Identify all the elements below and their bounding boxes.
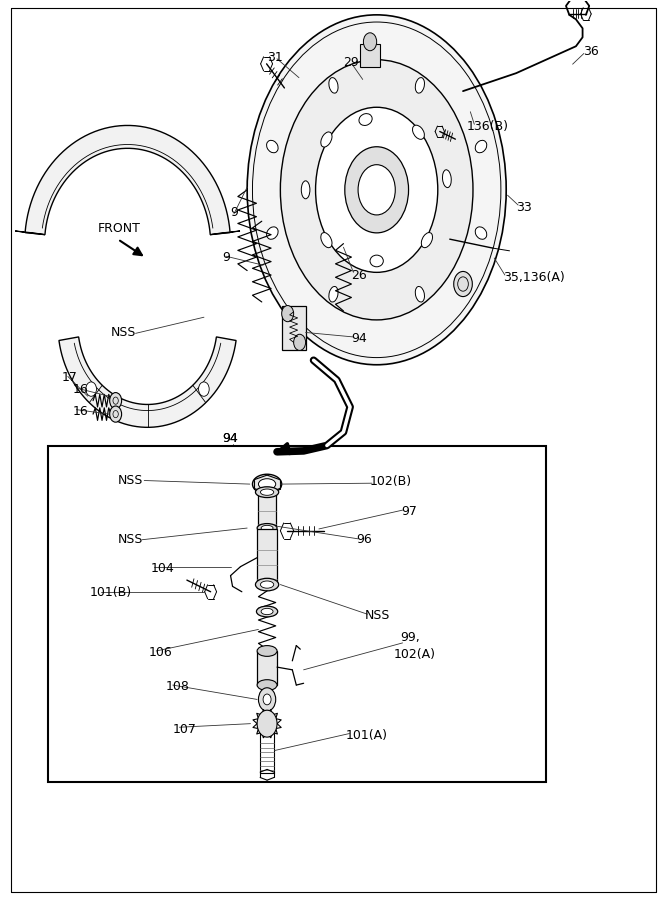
Ellipse shape xyxy=(255,579,279,591)
Ellipse shape xyxy=(321,232,332,248)
Ellipse shape xyxy=(255,487,279,498)
Ellipse shape xyxy=(267,227,278,239)
Ellipse shape xyxy=(412,125,424,140)
Circle shape xyxy=(86,382,97,396)
Ellipse shape xyxy=(257,680,277,690)
Text: 97: 97 xyxy=(402,505,417,518)
Circle shape xyxy=(364,32,377,50)
Ellipse shape xyxy=(329,77,338,94)
Polygon shape xyxy=(15,231,45,235)
Ellipse shape xyxy=(359,113,372,125)
Ellipse shape xyxy=(257,645,277,656)
Circle shape xyxy=(257,710,277,737)
Text: 36: 36 xyxy=(582,45,598,58)
Text: 99,: 99, xyxy=(400,631,420,644)
Circle shape xyxy=(345,147,409,233)
Circle shape xyxy=(199,382,209,396)
Polygon shape xyxy=(210,231,240,235)
Ellipse shape xyxy=(261,608,273,615)
Polygon shape xyxy=(59,337,236,428)
Circle shape xyxy=(281,305,293,321)
Ellipse shape xyxy=(256,606,277,616)
Ellipse shape xyxy=(267,140,278,153)
Ellipse shape xyxy=(475,140,487,153)
Text: 29: 29 xyxy=(344,56,360,69)
Ellipse shape xyxy=(475,227,487,239)
Bar xyxy=(257,492,276,526)
Text: 94: 94 xyxy=(223,432,238,445)
Text: 96: 96 xyxy=(357,533,372,546)
Ellipse shape xyxy=(301,181,310,199)
Ellipse shape xyxy=(416,286,424,302)
Circle shape xyxy=(280,59,473,320)
Ellipse shape xyxy=(258,479,275,490)
Text: 17: 17 xyxy=(62,371,78,383)
Text: 102(A): 102(A) xyxy=(394,648,436,662)
Text: 33: 33 xyxy=(516,202,532,214)
Bar xyxy=(281,306,305,349)
Ellipse shape xyxy=(329,286,338,302)
Text: 9: 9 xyxy=(223,251,231,265)
Text: NSS: NSS xyxy=(111,326,136,339)
Text: 107: 107 xyxy=(173,723,197,735)
Text: NSS: NSS xyxy=(365,609,390,623)
Text: NSS: NSS xyxy=(117,474,143,487)
Text: 136(B): 136(B) xyxy=(466,120,508,132)
Ellipse shape xyxy=(321,132,332,147)
Ellipse shape xyxy=(253,474,281,494)
Circle shape xyxy=(358,165,396,215)
Ellipse shape xyxy=(442,170,452,187)
Ellipse shape xyxy=(257,524,277,533)
Text: 94: 94 xyxy=(352,332,368,346)
Text: 94: 94 xyxy=(223,432,238,445)
Text: 16: 16 xyxy=(73,405,89,418)
Ellipse shape xyxy=(416,77,424,94)
Text: 31: 31 xyxy=(267,50,283,64)
Bar xyxy=(257,529,277,583)
Ellipse shape xyxy=(260,581,273,589)
Circle shape xyxy=(454,272,472,297)
Text: 108: 108 xyxy=(166,680,190,693)
Ellipse shape xyxy=(260,489,273,495)
Text: 101(A): 101(A) xyxy=(346,729,388,742)
Bar xyxy=(48,446,546,782)
Polygon shape xyxy=(25,125,230,235)
Text: 102(B): 102(B) xyxy=(370,475,412,488)
Circle shape xyxy=(258,688,275,711)
Text: NSS: NSS xyxy=(117,533,143,546)
Text: 104: 104 xyxy=(151,562,175,575)
Text: FRONT: FRONT xyxy=(97,222,141,235)
Text: 106: 106 xyxy=(149,646,173,660)
Circle shape xyxy=(263,694,271,705)
Circle shape xyxy=(315,107,438,273)
Bar xyxy=(257,651,277,685)
Bar xyxy=(360,44,380,67)
Circle shape xyxy=(109,406,121,422)
Text: 101(B): 101(B) xyxy=(90,586,132,599)
Text: 35,136(A): 35,136(A) xyxy=(503,271,565,284)
Ellipse shape xyxy=(261,526,273,531)
Circle shape xyxy=(247,14,506,364)
Ellipse shape xyxy=(422,232,432,248)
Text: 26: 26 xyxy=(352,268,368,282)
Text: 16: 16 xyxy=(73,383,89,396)
Circle shape xyxy=(109,392,121,409)
Circle shape xyxy=(293,334,305,350)
Ellipse shape xyxy=(370,255,384,266)
Text: 9: 9 xyxy=(231,206,238,219)
